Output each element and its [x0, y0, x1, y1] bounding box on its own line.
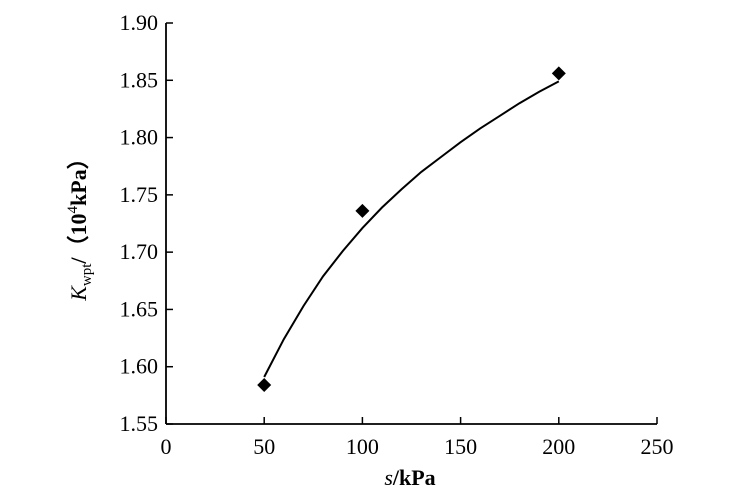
y-axis-title-unit-sup: 4 — [65, 205, 81, 213]
y-axis-title: Kwpt/（104kPa） — [65, 147, 95, 302]
y-tick-label: 1.70 — [120, 239, 159, 264]
x-tick-label: 50 — [253, 434, 275, 459]
x-tick-label: 150 — [444, 434, 477, 459]
y-tick-label: 1.85 — [120, 67, 159, 92]
y-tick-label: 1.55 — [120, 411, 159, 436]
data-point-diamond — [355, 203, 370, 218]
y-tick-label: 1.90 — [120, 10, 159, 35]
x-tick-label: 200 — [542, 434, 575, 459]
x-axis-title: s/kPa — [384, 465, 435, 490]
y-axis-title-subscript: wpt — [79, 263, 95, 286]
data-point-diamond — [257, 378, 272, 393]
data-point-diamond — [551, 66, 566, 81]
x-axis-title-unit: /kPa — [392, 465, 436, 490]
data-points — [257, 66, 566, 393]
axes — [165, 23, 657, 425]
x-axis-title-symbol: s — [384, 465, 393, 490]
y-tick-label: 1.80 — [120, 125, 159, 150]
y-tick-label: 1.75 — [120, 182, 159, 207]
y-axis-title-unit-open: /（10 — [66, 213, 91, 264]
y-ticks: 1.55 1.60 1.65 1.70 1.75 1.80 1.85 1.90 — [120, 10, 173, 436]
x-tick-label: 100 — [346, 434, 379, 459]
y-tick-label: 1.60 — [120, 354, 159, 379]
y-tick-label: 1.65 — [120, 296, 159, 321]
y-axis-title-unit-close: kPa） — [66, 147, 91, 206]
fit-curve — [263, 80, 560, 378]
x-tick-label: 250 — [641, 434, 674, 459]
x-tick-label: 0 — [161, 434, 172, 459]
y-axis-title-symbol: K — [66, 285, 91, 302]
x-ticks: 0 50 100 150 200 250 — [161, 417, 674, 459]
